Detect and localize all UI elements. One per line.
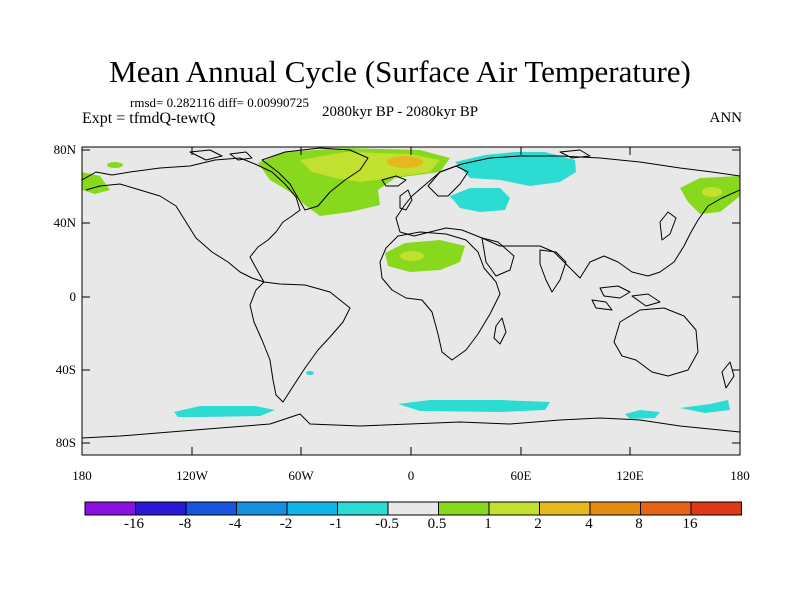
colorbar-box bbox=[488, 501, 540, 516]
colorbar-label: 4 bbox=[585, 516, 593, 532]
colorbar-box bbox=[640, 501, 692, 516]
north-america-coast bbox=[82, 157, 301, 283]
colorbar-label: 0.5 bbox=[427, 516, 447, 532]
scandinavia-coast bbox=[427, 165, 469, 197]
x-tick-label: 0 bbox=[407, 468, 415, 483]
southern-ocean-cool-1 bbox=[174, 406, 275, 417]
madagascar-coast bbox=[493, 317, 507, 345]
x-tick-label: 180 bbox=[730, 468, 750, 483]
arabia-coast bbox=[481, 237, 515, 277]
experiment-label: Expt = tfmdQ-tewtQ bbox=[82, 110, 216, 127]
colorbar-box bbox=[185, 501, 237, 516]
southern-ocean-cool-2 bbox=[398, 400, 550, 412]
southeast-asia-islands bbox=[591, 285, 661, 311]
antarctica-coast bbox=[82, 413, 740, 439]
x-axis-ticks bbox=[81, 147, 741, 455]
x-tick-label: 180 bbox=[72, 468, 92, 483]
india-coast bbox=[539, 249, 567, 293]
anomaly-shading bbox=[82, 148, 740, 419]
southern-ocean-cool-4 bbox=[680, 400, 730, 413]
colorbar-label: -1 bbox=[329, 516, 343, 532]
stats-line: rmsd= 0.282116 diff= 0.00990725 bbox=[130, 95, 309, 110]
colorbar bbox=[84, 501, 742, 516]
new-zealand-coast bbox=[721, 361, 735, 389]
x-tick-label: 120E bbox=[616, 468, 644, 483]
colorbar-box bbox=[387, 501, 439, 516]
y-tick-label: 80N bbox=[53, 142, 76, 157]
sahara-warm-region bbox=[385, 240, 465, 272]
colorbar-box bbox=[286, 501, 338, 516]
pacific-cool-spot bbox=[306, 371, 314, 375]
colorbar-box bbox=[84, 501, 136, 516]
x-tick-label: 120W bbox=[176, 468, 208, 483]
period-label: 2080kyr BP - 2080kyr BP bbox=[322, 104, 479, 120]
y-axis-ticks bbox=[82, 149, 740, 444]
africa-coast bbox=[379, 231, 501, 361]
colorbar-box bbox=[236, 501, 288, 516]
east-siberia-yellow-spot bbox=[702, 187, 722, 197]
x-tick-label: 60E bbox=[510, 468, 532, 483]
west-edge-warm-region bbox=[82, 172, 110, 194]
colorbar-label: 16 bbox=[682, 516, 698, 532]
scandinavia-cool-region bbox=[455, 152, 576, 186]
colorbar-box bbox=[438, 501, 490, 516]
colorbar-label: 2 bbox=[534, 516, 542, 532]
y-tick-label: 40S bbox=[55, 362, 76, 377]
x-tick-label: 60W bbox=[288, 468, 314, 483]
colorbar-box bbox=[589, 501, 641, 516]
southern-ocean-cool-3 bbox=[625, 410, 660, 419]
y-tick-label: 0 bbox=[69, 289, 77, 304]
colorbar-label: -0.5 bbox=[375, 516, 399, 532]
arctic-islands bbox=[189, 149, 591, 161]
colorbar-box bbox=[690, 501, 742, 516]
colorbar-label: -4 bbox=[228, 516, 242, 532]
colorbar-box bbox=[135, 501, 187, 516]
iceland-coast bbox=[381, 175, 407, 187]
greenland-coast bbox=[261, 147, 369, 211]
uk-coast bbox=[399, 189, 413, 211]
sahara-yellow-spot bbox=[400, 251, 424, 261]
plot-title: Mean Annual Cycle (Surface Air Temperatu… bbox=[109, 54, 691, 89]
colorbar-box bbox=[539, 501, 591, 516]
eurasia-coast bbox=[395, 155, 740, 279]
australia-coast bbox=[613, 307, 699, 377]
alaska-small-warm bbox=[107, 162, 123, 168]
season-label: ANN bbox=[709, 110, 743, 126]
south-america-coast bbox=[249, 281, 351, 403]
colorbar-label: -16 bbox=[124, 516, 144, 532]
colorbar-label: 1 bbox=[484, 516, 492, 532]
y-tick-label: 40N bbox=[53, 215, 76, 230]
colorbar-label: -8 bbox=[178, 516, 192, 532]
colorbar-box bbox=[337, 501, 389, 516]
colorbar-label: 8 bbox=[635, 516, 643, 532]
coastlines bbox=[82, 147, 740, 439]
y-tick-label: 80S bbox=[55, 435, 76, 450]
central-asia-cool-region bbox=[450, 188, 510, 212]
north-atlantic-orange-spot bbox=[387, 156, 423, 168]
japan-coast bbox=[659, 211, 677, 241]
colorbar-label: -2 bbox=[279, 516, 293, 532]
map-background bbox=[82, 147, 740, 455]
